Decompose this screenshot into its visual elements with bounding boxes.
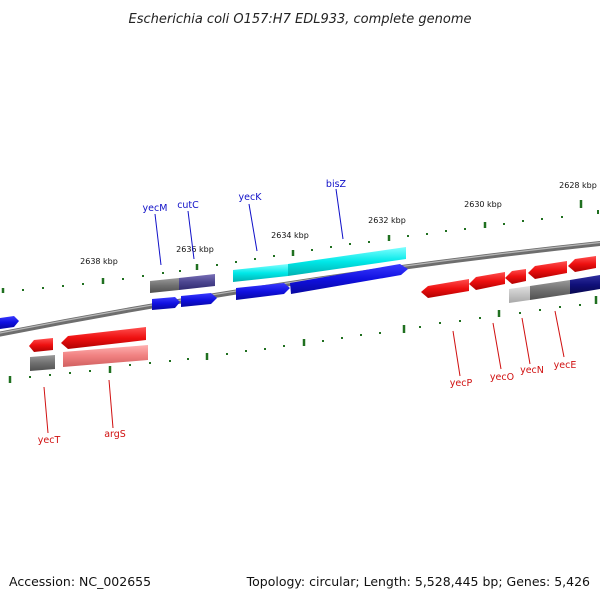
scale-label-2632: 2632 kbp [368,216,406,225]
feature-block[interactable] [509,286,530,303]
cds-arrow[interactable] [181,293,217,307]
feature-block[interactable] [150,278,179,293]
feature-block[interactable] [179,274,215,290]
reverse-label-connectors [43,310,565,434]
forward-label-connectors [154,188,344,266]
map-title: Escherichia coli O157:H7 EDL933, complet… [129,12,472,27]
gene-label-yecK[interactable]: yecK [239,192,263,203]
feature-block[interactable] [530,280,570,300]
genome-summary: Topology: circular; Length: 5,528,445 bp… [246,574,590,589]
scale-label-2636: 2636 kbp [176,245,214,254]
cds-arrow[interactable] [469,272,505,290]
cds-arrow[interactable] [421,279,469,298]
gene-label-yecM[interactable]: yecM [143,203,168,214]
gene-label-yecO[interactable]: yecO [490,372,514,383]
gene-label-bisZ[interactable]: bisZ [326,179,347,190]
scale-label-2634: 2634 kbp [271,231,309,240]
cds-arrow[interactable] [290,264,408,294]
gene-label-argS[interactable]: argS [104,429,126,440]
gene-label-cutC[interactable]: cutC [177,200,199,211]
cds-arrow[interactable] [152,297,180,310]
feature-block[interactable] [63,345,148,367]
gene-label-yecP[interactable]: yecP [450,378,473,389]
cds-arrow[interactable] [236,283,290,300]
gene-label-yecN[interactable]: yecN [520,365,544,376]
cds-arrow[interactable] [568,256,596,272]
cds-arrow[interactable] [0,316,19,329]
scale-label-2638: 2638 kbp [80,257,118,266]
cds-arrow[interactable] [61,327,146,349]
feature-block[interactable] [570,275,600,294]
outer-tick-ring [1,200,599,293]
scale-label-2628: 2628 kbp [559,181,597,190]
feature-block[interactable] [30,355,55,371]
accession-label: Accession: NC_002655 [9,574,151,589]
cds-arrow[interactable] [29,338,53,352]
feature-block[interactable] [288,247,406,276]
feature-block[interactable] [233,264,288,282]
cds-arrow[interactable] [505,269,526,284]
inner-tick-ring [8,296,598,383]
scale-label-2630: 2630 kbp [464,200,502,209]
forward-features [0,247,408,329]
reverse-features [29,256,600,371]
gene-label-yecE[interactable]: yecE [554,360,577,371]
cds-arrow[interactable] [528,261,567,279]
gene-label-yecT[interactable]: yecT [38,435,61,446]
